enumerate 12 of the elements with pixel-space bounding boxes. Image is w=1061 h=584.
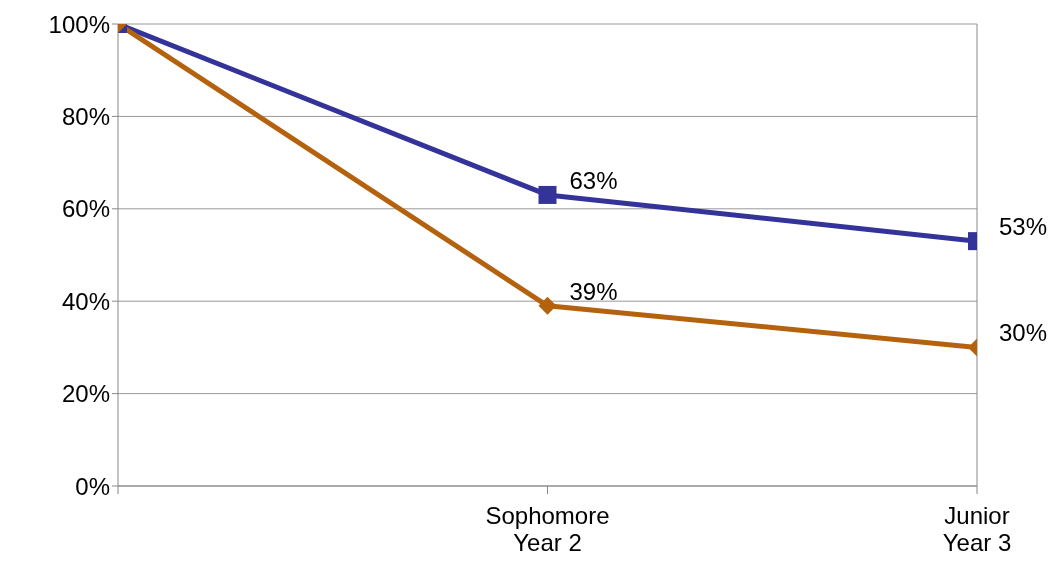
x-tick-label: Sophomore Year 2 xyxy=(485,502,610,556)
y-tick-label: 80% xyxy=(61,102,110,130)
y-tick-label: 40% xyxy=(61,287,110,315)
data-label: 63% xyxy=(569,166,618,194)
x-tick-label: Junior Year 3 xyxy=(942,502,1012,556)
y-tick-label: 20% xyxy=(61,380,110,408)
y-tick-label: 60% xyxy=(61,195,110,223)
y-tick-label: 100% xyxy=(48,10,110,38)
data-label: 30% xyxy=(999,319,1048,347)
y-tick-label: 0% xyxy=(75,472,110,500)
data-label: 53% xyxy=(999,213,1048,241)
data-label: 39% xyxy=(569,277,618,305)
